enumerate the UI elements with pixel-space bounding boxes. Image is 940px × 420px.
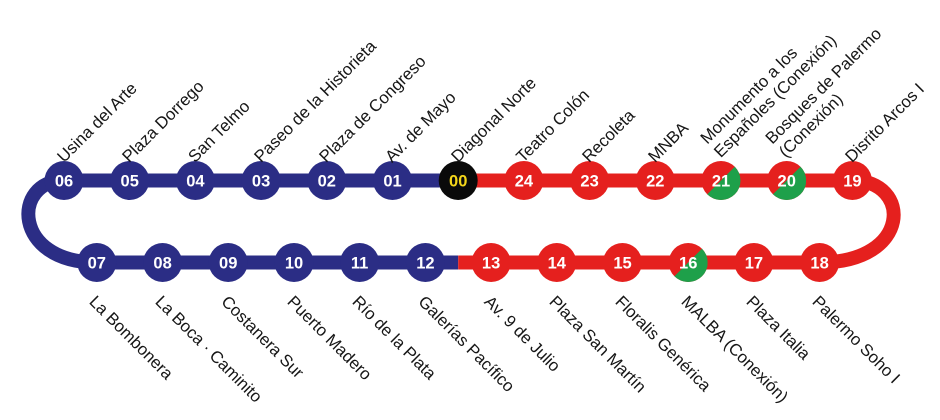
svg-text:20: 20 xyxy=(778,173,796,191)
svg-text:19: 19 xyxy=(843,173,861,191)
svg-text:15: 15 xyxy=(613,255,631,273)
svg-text:08: 08 xyxy=(153,255,171,273)
svg-text:05: 05 xyxy=(121,173,139,191)
svg-text:21: 21 xyxy=(712,173,730,191)
svg-text:06: 06 xyxy=(55,173,73,191)
svg-text:07: 07 xyxy=(88,255,106,273)
svg-text:09: 09 xyxy=(219,255,237,273)
svg-text:00: 00 xyxy=(449,173,467,191)
svg-text:01: 01 xyxy=(383,173,401,191)
svg-text:04: 04 xyxy=(186,173,205,191)
svg-text:10: 10 xyxy=(285,255,303,273)
svg-text:23: 23 xyxy=(580,173,598,191)
svg-text:14: 14 xyxy=(548,255,567,273)
svg-text:18: 18 xyxy=(810,255,828,273)
svg-text:12: 12 xyxy=(416,255,434,273)
svg-text:16: 16 xyxy=(679,255,697,273)
svg-text:13: 13 xyxy=(482,255,500,273)
svg-text:03: 03 xyxy=(252,173,270,191)
svg-text:22: 22 xyxy=(646,173,664,191)
svg-text:02: 02 xyxy=(318,173,336,191)
svg-text:17: 17 xyxy=(745,255,763,273)
svg-text:24: 24 xyxy=(515,173,534,191)
svg-text:11: 11 xyxy=(351,255,368,273)
